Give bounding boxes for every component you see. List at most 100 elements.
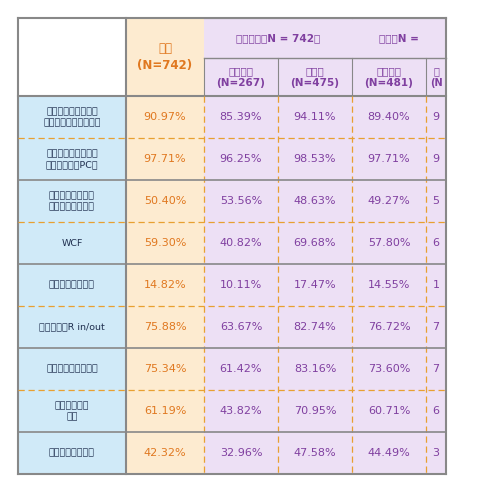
Text: 14.82%: 14.82% bbox=[144, 280, 186, 290]
Text: 48.63%: 48.63% bbox=[294, 196, 336, 206]
Text: 42.32%: 42.32% bbox=[144, 448, 186, 458]
Bar bbox=[352, 264, 426, 306]
Text: 96.25%: 96.25% bbox=[220, 154, 262, 164]
Bar bbox=[278, 180, 352, 222]
Bar bbox=[352, 58, 426, 96]
Bar bbox=[126, 432, 204, 474]
Bar bbox=[426, 222, 446, 264]
Text: WCF: WCF bbox=[61, 239, 83, 248]
Text: フィルターR in/out: フィルターR in/out bbox=[39, 323, 105, 332]
Text: 73.60%: 73.60% bbox=[368, 364, 410, 374]
Text: 75.88%: 75.88% bbox=[144, 322, 186, 332]
Text: 9: 9 bbox=[432, 154, 440, 164]
Bar bbox=[126, 18, 204, 96]
Text: 業種（N =: 業種（N = bbox=[379, 33, 419, 43]
Text: 非製造業
(N=481): 非製造業 (N=481) bbox=[365, 66, 413, 88]
Bar bbox=[278, 58, 352, 96]
Text: 97.71%: 97.71% bbox=[368, 154, 410, 164]
Text: 1: 1 bbox=[432, 280, 440, 290]
Text: 10.11%: 10.11% bbox=[220, 280, 262, 290]
Text: セキュリティソフト
ネットワークサーバ用: セキュリティソフト ネットワークサーバ用 bbox=[43, 107, 101, 127]
Bar bbox=[352, 180, 426, 222]
Text: 61.42%: 61.42% bbox=[220, 364, 262, 374]
Bar bbox=[126, 180, 204, 222]
Bar bbox=[352, 432, 426, 474]
Bar bbox=[278, 222, 352, 264]
Text: 97.71%: 97.71% bbox=[144, 154, 186, 164]
Text: プロバイダによる
ウイルスチェック: プロバイダによる ウイルスチェック bbox=[49, 191, 95, 211]
Text: 60.71%: 60.71% bbox=[368, 406, 410, 416]
Bar bbox=[18, 96, 126, 138]
Text: 7: 7 bbox=[432, 364, 440, 374]
Bar bbox=[352, 138, 426, 180]
Bar bbox=[18, 264, 126, 306]
Text: 63.67%: 63.67% bbox=[220, 322, 262, 332]
Text: 3: 3 bbox=[432, 448, 440, 458]
Bar bbox=[352, 306, 426, 348]
Text: 中小企業
(N=267): 中小企業 (N=267) bbox=[216, 66, 265, 88]
Bar bbox=[352, 96, 426, 138]
Bar bbox=[204, 264, 278, 306]
Text: 59.30%: 59.30% bbox=[144, 238, 186, 248]
Bar bbox=[278, 264, 352, 306]
Bar bbox=[278, 390, 352, 432]
Bar bbox=[352, 222, 426, 264]
Text: 85.39%: 85.39% bbox=[220, 112, 262, 122]
Text: 69.68%: 69.68% bbox=[294, 238, 336, 248]
Bar bbox=[352, 348, 426, 390]
Bar bbox=[126, 96, 204, 138]
Bar bbox=[204, 138, 278, 180]
Bar bbox=[126, 138, 204, 180]
Bar bbox=[426, 96, 446, 138]
Text: 76.72%: 76.72% bbox=[368, 322, 410, 332]
Bar bbox=[426, 306, 446, 348]
Bar bbox=[426, 138, 446, 180]
Bar bbox=[204, 96, 278, 138]
Bar bbox=[204, 306, 278, 348]
Text: 6: 6 bbox=[432, 238, 440, 248]
Bar bbox=[204, 18, 352, 58]
Bar bbox=[278, 96, 352, 138]
Bar bbox=[126, 222, 204, 264]
Text: 90.97%: 90.97% bbox=[144, 112, 186, 122]
Text: 43.82%: 43.82% bbox=[220, 406, 262, 416]
Text: 57.80%: 57.80% bbox=[368, 238, 410, 248]
Bar bbox=[126, 390, 204, 432]
Text: 製
(N: 製 (N bbox=[430, 66, 442, 88]
Text: 7: 7 bbox=[432, 322, 440, 332]
Text: 5: 5 bbox=[432, 196, 440, 206]
Bar bbox=[18, 138, 126, 180]
Bar bbox=[426, 390, 446, 432]
Bar bbox=[278, 138, 352, 180]
Text: 40.82%: 40.82% bbox=[220, 238, 262, 248]
Text: 89.40%: 89.40% bbox=[368, 112, 410, 122]
Bar bbox=[126, 306, 204, 348]
Text: 49.27%: 49.27% bbox=[368, 196, 410, 206]
Text: 全体
(N=742): 全体 (N=742) bbox=[137, 42, 192, 72]
Text: 32.96%: 32.96% bbox=[220, 448, 262, 458]
Text: セキュリティ
教育: セキュリティ 教育 bbox=[55, 401, 89, 421]
Bar bbox=[278, 348, 352, 390]
Text: 17.47%: 17.47% bbox=[294, 280, 336, 290]
Bar bbox=[18, 180, 126, 222]
Bar bbox=[426, 432, 446, 474]
Text: 14.55%: 14.55% bbox=[368, 280, 410, 290]
Text: 9: 9 bbox=[432, 112, 440, 122]
Bar bbox=[126, 264, 204, 306]
Text: 70.95%: 70.95% bbox=[294, 406, 336, 416]
Bar bbox=[18, 18, 126, 96]
Bar bbox=[352, 390, 426, 432]
Bar bbox=[426, 180, 446, 222]
Bar bbox=[278, 306, 352, 348]
Bar bbox=[278, 432, 352, 474]
Bar bbox=[204, 180, 278, 222]
Text: 61.19%: 61.19% bbox=[144, 406, 186, 416]
Bar bbox=[204, 58, 278, 96]
Text: 94.11%: 94.11% bbox=[294, 112, 336, 122]
Text: 98.53%: 98.53% bbox=[294, 154, 336, 164]
Text: 83.16%: 83.16% bbox=[294, 364, 336, 374]
Bar bbox=[426, 348, 446, 390]
Bar bbox=[426, 58, 446, 96]
Bar bbox=[18, 390, 126, 432]
Bar bbox=[18, 222, 126, 264]
